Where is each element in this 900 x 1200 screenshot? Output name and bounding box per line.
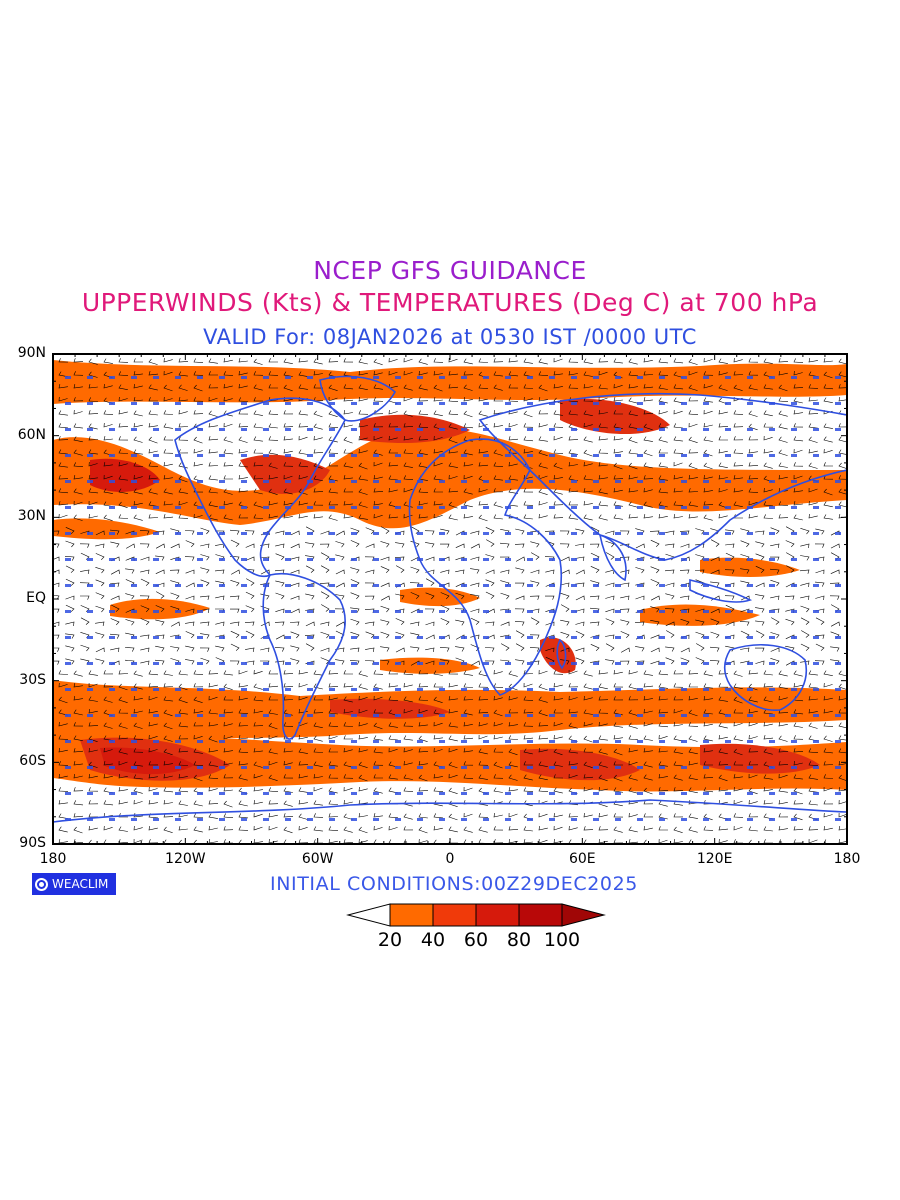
longitude-label: 60W: [301, 851, 334, 867]
colorbar-label: 100: [543, 929, 581, 951]
latitude-label: 90N: [17, 345, 46, 361]
latitude-label: 60N: [17, 426, 46, 443]
longitude-label: 120W: [165, 851, 206, 867]
colorbar-label: 20: [377, 929, 403, 951]
map-subtitle: UPPERWINDS (Kts) & TEMPERATURES (Deg C) …: [81, 288, 819, 317]
latitude-label: 60S: [19, 753, 46, 770]
latitude-label: 30N: [17, 508, 46, 525]
longitude-label: 180: [39, 851, 67, 867]
colorbar-label: 60: [463, 929, 489, 951]
longitude-label: 120E: [696, 851, 733, 867]
axis-ticks: [52, 353, 848, 845]
logo-icon: [35, 877, 48, 891]
colorbar-label: 40: [420, 929, 446, 951]
longitude-label: 0: [445, 851, 455, 867]
latitude-label: 30S: [19, 671, 46, 688]
latitude-label: 90S: [19, 835, 46, 851]
longitude-label: 180: [833, 851, 861, 867]
logo-text: WEACLIM: [52, 877, 109, 891]
latitude-label: EQ: [26, 590, 46, 606]
weaclim-logo: WEACLIM: [32, 873, 116, 895]
colorbar-label: 80: [506, 929, 532, 951]
initial-conditions: INITIAL CONDITIONS:00Z29DEC2025: [270, 873, 638, 895]
coastlines: [53, 375, 847, 823]
map-title: NCEP GFS GUIDANCE: [313, 256, 587, 285]
temperature-labels: [65, 376, 841, 821]
longitude-label: 60E: [568, 851, 596, 867]
valid-time: VALID For: 08JAN2026 at 0530 IST /0000 U…: [203, 325, 697, 349]
